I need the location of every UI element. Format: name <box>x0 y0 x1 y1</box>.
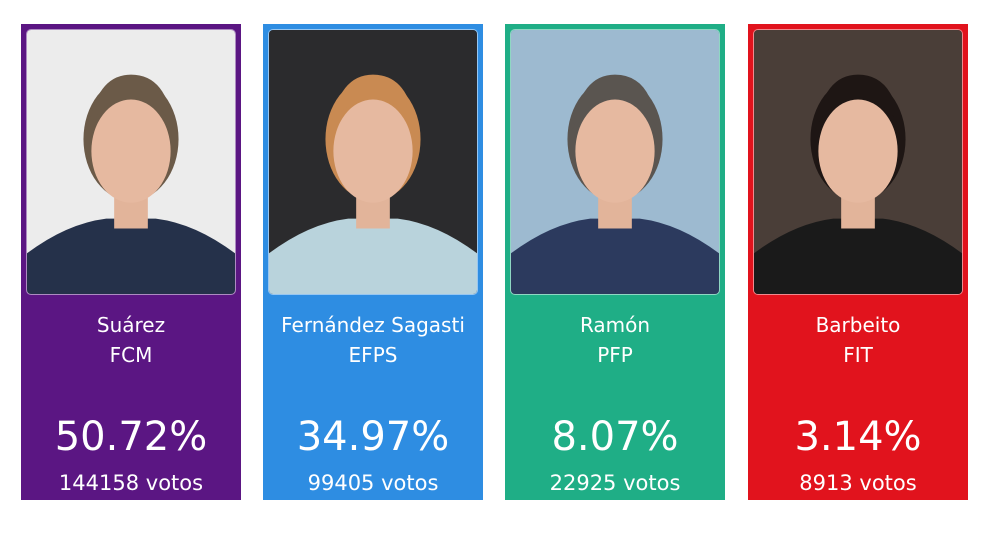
vote-count: 8913 votos <box>799 471 917 495</box>
candidate-photo <box>26 29 236 295</box>
candidate-party: FCM <box>109 343 153 367</box>
vote-count: 99405 votos <box>307 471 439 495</box>
vote-percentage: 3.14% <box>794 414 922 460</box>
vote-percentage: 34.97% <box>296 414 450 460</box>
candidate-party: FIT <box>843 343 873 367</box>
candidate-name: Fernández Sagasti <box>281 313 465 337</box>
vote-count: 144158 votos <box>58 471 204 495</box>
vote-percentage: 50.72% <box>54 414 208 460</box>
candidate-card: Barbeito FIT 3.14% 8913 votos <box>748 24 968 500</box>
candidate-name: Barbeito <box>815 313 901 337</box>
candidate-photo <box>268 29 478 295</box>
candidate-card: Fernández Sagasti EFPS 34.97% 99405 voto… <box>263 24 483 500</box>
candidate-name: Suárez <box>96 313 166 337</box>
candidate-card: Ramón PFP 8.07% 22925 votos <box>505 24 725 500</box>
candidate-party: EFPS <box>348 343 398 367</box>
candidate-photo <box>510 29 720 295</box>
vote-percentage: 8.07% <box>551 414 679 460</box>
candidate-photo <box>753 29 963 295</box>
candidate-card: Suárez FCM 50.72% 144158 votos <box>21 24 241 500</box>
candidate-party: PFP <box>597 343 633 367</box>
candidate-name: Ramón <box>579 313 651 337</box>
vote-count: 22925 votos <box>549 471 681 495</box>
